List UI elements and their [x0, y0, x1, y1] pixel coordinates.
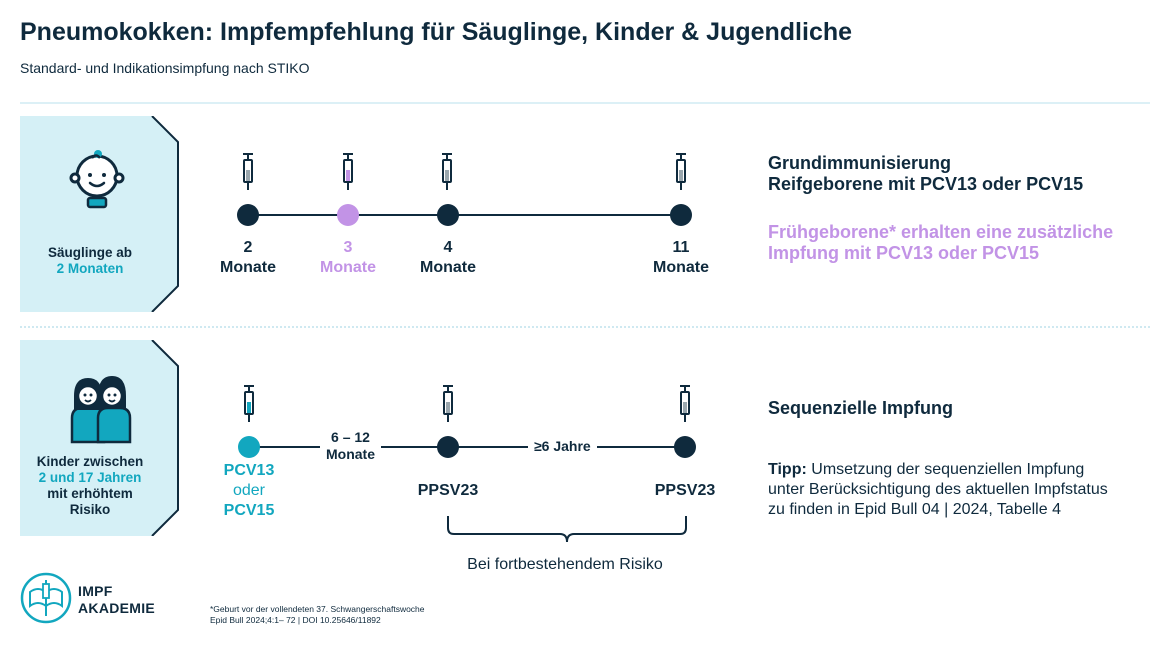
- page-title: Pneumokokken: Impfempfehlung für Säuglin…: [20, 18, 853, 46]
- tip-text: Tipp: Umsetzung der sequenziellen Impfun…: [768, 460, 1118, 520]
- dose-dot: [238, 436, 260, 458]
- children-group-label-line3: mit erhöhtem: [47, 486, 133, 501]
- syringe-icon: [342, 153, 354, 191]
- children-group-label-line2: 2 und 17 Jahren: [38, 470, 142, 485]
- tip-label: Tipp:: [768, 461, 807, 478]
- interval-6-12-months: 6 – 12 Monate: [320, 429, 381, 463]
- interval-line: Monate: [326, 446, 375, 462]
- dose-dot: [674, 436, 696, 458]
- dose-label-3-months: 3 Monate: [293, 238, 403, 278]
- risk-brace: [447, 516, 687, 543]
- logo-line: IMPF: [78, 583, 113, 599]
- syringe-icon: [675, 153, 687, 191]
- dose-number: 3: [343, 239, 353, 256]
- header-divider: [20, 102, 1150, 104]
- footnote-line: *Geburt vor der vollendeten 37. Schwange…: [210, 604, 425, 614]
- dose-label-pcv: PCV13 oder PCV15: [194, 461, 304, 521]
- dose-unit: Monate: [653, 259, 709, 276]
- tip-body: Umsetzung der sequenziellen Impfung unte…: [768, 461, 1108, 518]
- dose-unit: Monate: [320, 259, 376, 276]
- page-subtitle: Standard- und Indikationsimpfung nach ST…: [20, 60, 310, 76]
- syringe-icon: [442, 385, 454, 423]
- dose-dot: [337, 204, 359, 226]
- children-icon: [70, 376, 132, 444]
- syringe-icon: [242, 153, 254, 191]
- dose-name: PCV15: [223, 502, 275, 519]
- children-group-label: Kinder zwischen 2 und 17 Jahren mit erhö…: [20, 454, 160, 518]
- dose-name: PCV13: [223, 462, 275, 479]
- sequential-heading: Sequenzielle Impfung: [768, 398, 954, 418]
- dose-dot: [670, 204, 692, 226]
- infant-group-label-line1: Säuglinge ab: [47, 245, 132, 260]
- dose-unit: Monate: [220, 259, 276, 276]
- dose-label-ppsv23: PPSV23: [654, 482, 716, 499]
- dose-number: 4: [443, 239, 453, 256]
- logo-text: IMPF AKADEMIE: [78, 583, 155, 617]
- dose-dot: [437, 436, 459, 458]
- footnote: *Geburt vor der vollendeten 37. Schwange…: [210, 604, 425, 626]
- preterm-note: Frühgeborene* erhalten eine zusätzliche …: [768, 222, 1114, 263]
- interval-line: 6 – 12: [331, 429, 370, 445]
- info-line: Reifgeborene mit PCV13 oder PCV15: [768, 174, 1084, 194]
- children-timeline-line: [250, 446, 684, 448]
- children-group-label-line4: Risiko: [69, 502, 111, 517]
- dose-dot: [437, 204, 459, 226]
- dose-unit: Monate: [420, 259, 476, 276]
- baby-icon: [69, 150, 125, 209]
- dose-label-4-months: 4 Monate: [393, 238, 503, 278]
- dose-label-ppsv23: PPSV23: [417, 482, 479, 499]
- dose-label-2-months: 2 Monate: [193, 238, 303, 278]
- info-line: Grundimmunisierung: [768, 153, 952, 173]
- infant-group-label: Säuglinge ab 2 Monaten: [20, 245, 160, 277]
- interval-6-years: ≥6 Jahre: [528, 438, 597, 455]
- dose-number: 2: [243, 239, 253, 256]
- dose-label-11-months: 11 Monate: [626, 238, 736, 278]
- section-divider: [20, 326, 1150, 328]
- footnote-line: Epid Bull 2024;4:1– 72 | DOI 10.25646/11…: [210, 615, 381, 625]
- children-group-panel: Kinder zwischen 2 und 17 Jahren mit erhö…: [20, 340, 180, 536]
- syringe-icon: [243, 385, 255, 423]
- infant-group-label-line2: 2 Monaten: [56, 261, 124, 276]
- infant-info-heading: Grundimmunisierung Reifgeborene mit PCV1…: [768, 153, 1083, 195]
- logo-line: AKADEMIE: [78, 600, 156, 616]
- dose-connector: oder: [232, 482, 266, 499]
- impf-akademie-logo: [20, 572, 72, 624]
- dose-number: 11: [672, 239, 690, 256]
- syringe-icon: [679, 385, 691, 423]
- infant-group-panel: Säuglinge ab 2 Monaten: [20, 116, 180, 312]
- syringe-icon: [441, 153, 453, 191]
- dose-dot: [237, 204, 259, 226]
- children-group-label-line1: Kinder zwischen: [36, 454, 144, 469]
- risk-brace-label: Bei fortbestehendem Risiko: [467, 556, 663, 573]
- infant-timeline-line: [248, 214, 682, 216]
